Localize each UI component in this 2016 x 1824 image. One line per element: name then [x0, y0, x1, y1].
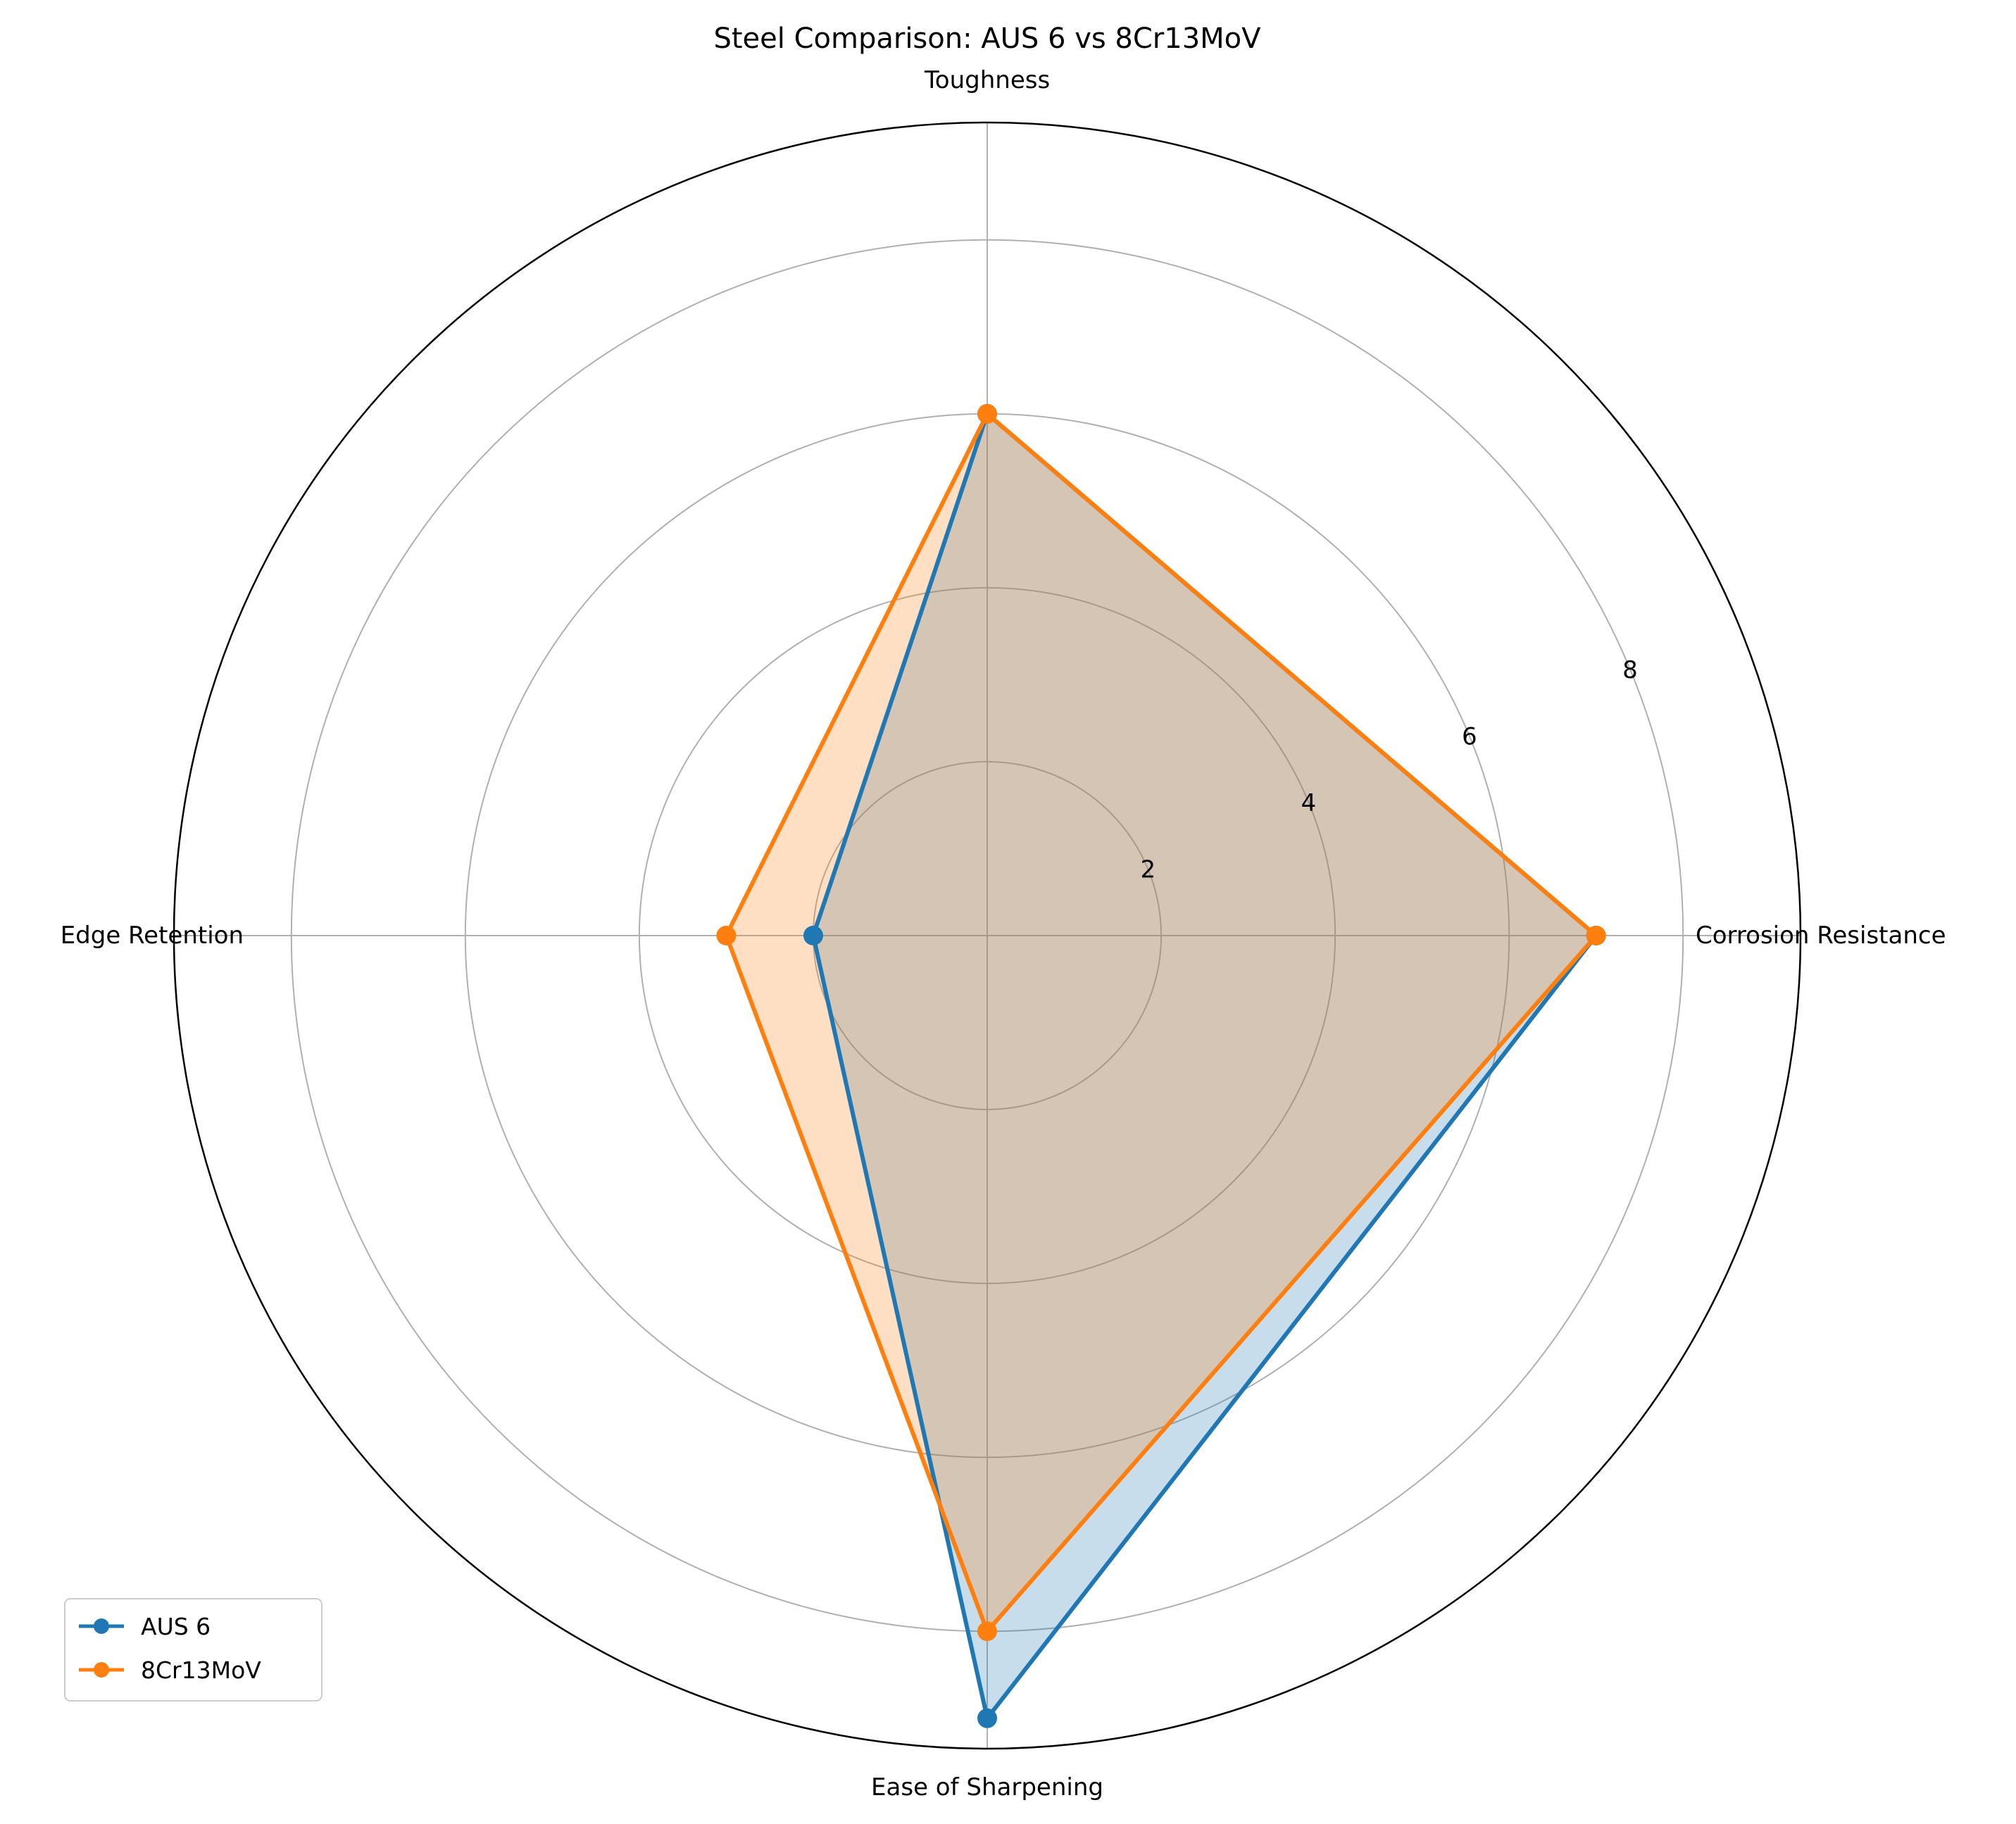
axis-labels: Corrosion Resistance Toughness Edge Retent… — [61, 66, 1946, 1801]
category-label-ease-of-sharpening: Ease of Sharpening — [871, 1773, 1103, 1801]
point-8cr13mov-toughness — [977, 403, 997, 424]
radial-tick-8: 8 — [1622, 656, 1638, 684]
point-aus-6-ease-of-sharpening — [977, 1708, 997, 1728]
category-label-toughness: Toughness — [924, 66, 1050, 94]
legend-label-8cr13mov: 8Cr13MoV — [141, 1656, 261, 1684]
legend-label-aus6: AUS 6 — [141, 1613, 211, 1640]
legend-marker-aus6 — [94, 1618, 109, 1634]
series-area-8cr13mov — [726, 413, 1596, 1632]
legend: AUS 6 8Cr13MoV — [64, 1598, 323, 1702]
point-8cr13mov-edge-retention — [716, 926, 737, 945]
point-8cr13mov-ease-of-sharpening — [977, 1621, 997, 1642]
radial-tick-2: 2 — [1140, 856, 1156, 884]
series-area-aus-6 — [813, 413, 1596, 1718]
chart-title: Steel Comparison: AUS 6 vs 8Cr13MoV — [713, 23, 1261, 55]
category-label-corrosion-resistance: Corrosion Resistance — [1696, 922, 1946, 950]
radial-tick-6: 6 — [1462, 722, 1477, 750]
radial-tick-4: 4 — [1301, 789, 1317, 817]
legend-marker-8cr13mov — [94, 1662, 109, 1678]
outer-frame — [173, 121, 1802, 1750]
legend-frame — [64, 1598, 323, 1702]
point-aus-6-edge-retention — [803, 926, 823, 945]
point-8cr13mov-corrosion-resistance — [1586, 926, 1606, 945]
category-label-edge-retention: Edge Retention — [61, 922, 244, 950]
series-layer — [716, 403, 1606, 1728]
